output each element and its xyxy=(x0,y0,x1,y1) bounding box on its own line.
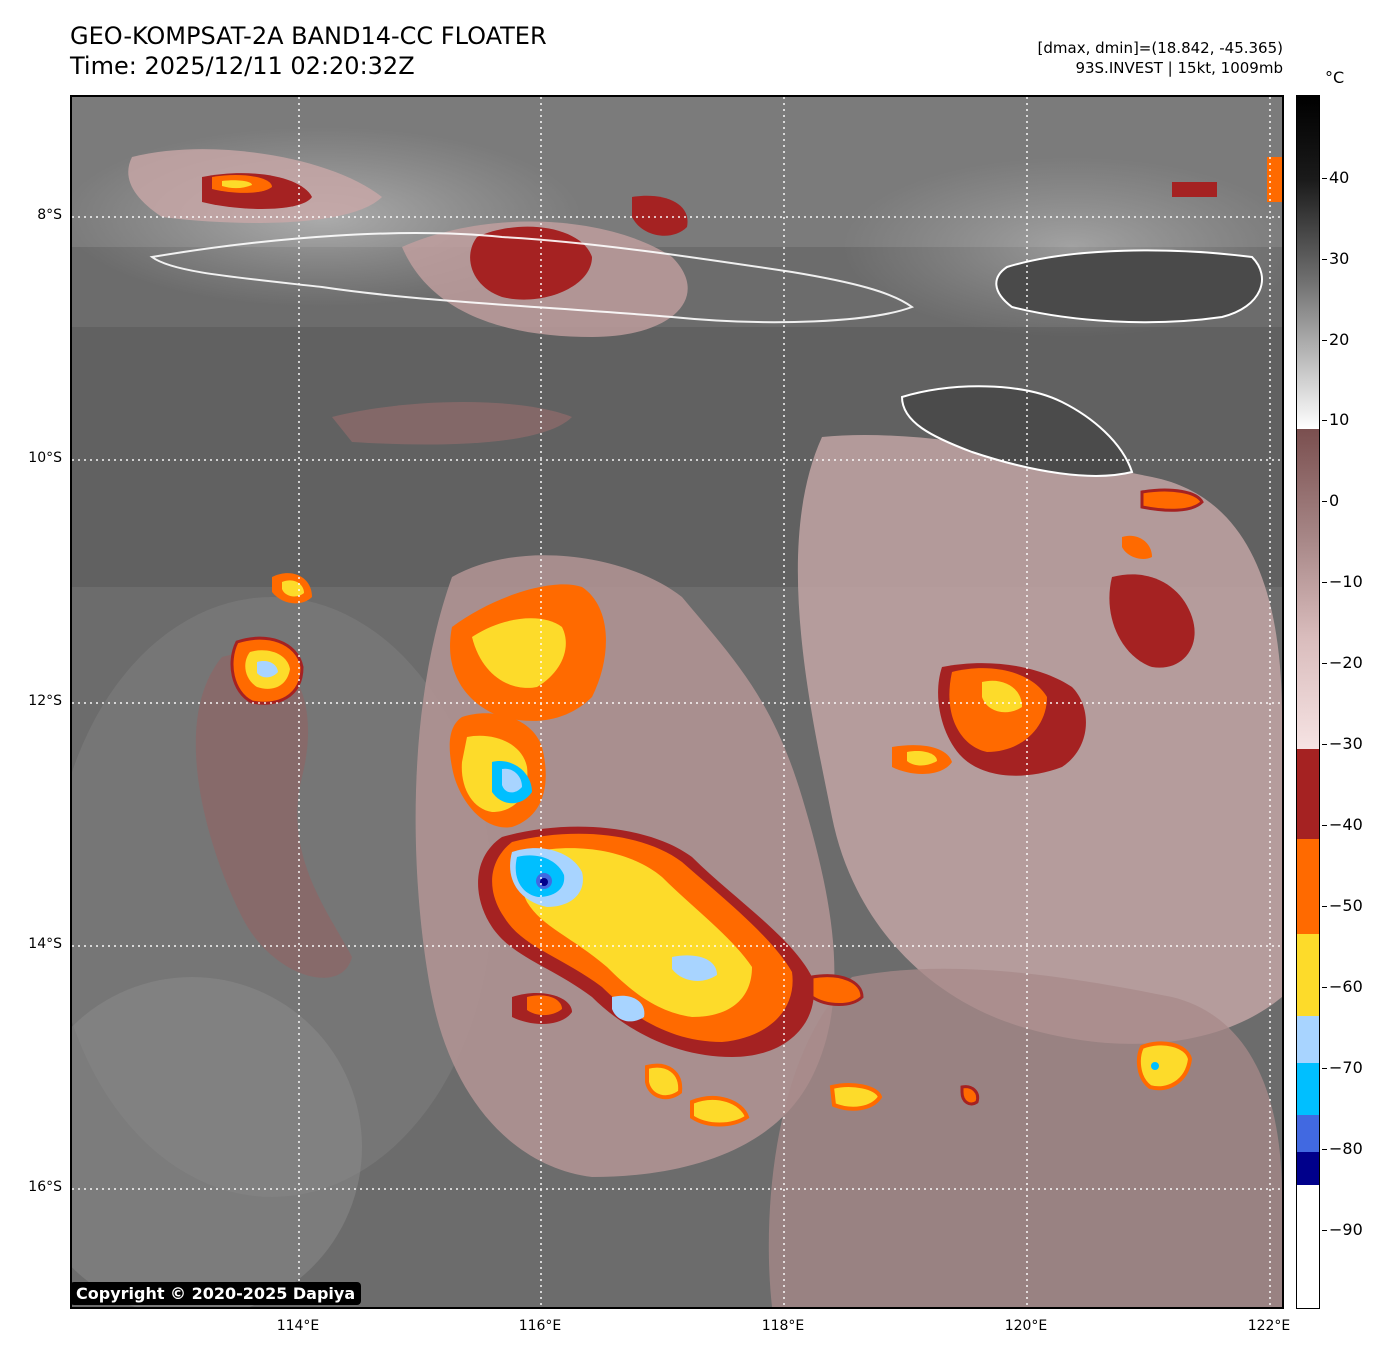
lat-label-8s: 8°S xyxy=(37,207,62,223)
storm-cell-north xyxy=(470,226,592,300)
colorbar-cyan-segment xyxy=(1297,1063,1319,1115)
colorbar-darkred-segment xyxy=(1297,749,1319,839)
copyright-label: Copyright © 2020-2025 Dapiya xyxy=(70,1282,362,1305)
colorbar-yellow-segment xyxy=(1297,934,1319,1016)
colorbar-label-10: 10 xyxy=(1329,410,1350,429)
storm-info: 93S.INVEST | 15kt, 1009mb xyxy=(1075,59,1283,77)
colorbar-unit: °C xyxy=(1325,68,1345,87)
colorbar-label-20: 20 xyxy=(1329,330,1350,349)
lon-label-118e: 118°E xyxy=(761,1318,805,1334)
colorbar-label-0: 0 xyxy=(1329,491,1340,510)
colorbar-navy-segment xyxy=(1297,1152,1319,1185)
lat-label-16s: 16°S xyxy=(28,1179,62,1195)
satellite-map xyxy=(70,95,1284,1309)
colorbar-label-minus80: −80 xyxy=(1329,1139,1363,1158)
colorbar-label-minus30: −30 xyxy=(1329,734,1363,753)
satellite-imagery xyxy=(72,97,1282,1307)
lat-label-10s: 10°S xyxy=(28,450,62,466)
lon-label-122e: 122°E xyxy=(1247,1318,1291,1334)
colorbar-label-minus20: −20 xyxy=(1329,653,1363,672)
colorbar-label-minus70: −70 xyxy=(1329,1058,1363,1077)
colorbar-label-minus60: −60 xyxy=(1329,977,1363,996)
map-timestamp: Time: 2025/12/11 02:20:32Z xyxy=(70,52,415,80)
colorbar-blue-segment xyxy=(1297,1115,1319,1152)
lon-label-120e: 120°E xyxy=(1004,1318,1048,1334)
flores-island xyxy=(995,249,1263,324)
data-range-info: [dmax, dmin]=(18.842, -45.365) xyxy=(1037,39,1283,57)
colorbar xyxy=(1296,95,1320,1309)
lon-label-114e: 114°E xyxy=(276,1318,320,1334)
colorbar-lightblue-segment xyxy=(1297,1016,1319,1063)
colorbar-white-segment xyxy=(1297,1185,1319,1308)
colorbar-label-minus40: −40 xyxy=(1329,815,1363,834)
coastline-java-bali xyxy=(149,232,915,324)
cloud-deck-southeast xyxy=(768,968,1282,1307)
colorbar-label-40: 40 xyxy=(1329,168,1350,187)
colorbar-label-minus90: −90 xyxy=(1329,1220,1363,1239)
lat-label-14s: 14°S xyxy=(28,936,62,952)
colorbar-label-minus50: −50 xyxy=(1329,896,1363,915)
sumba-island xyxy=(900,385,1134,477)
colorbar-orange-segment xyxy=(1297,839,1319,934)
cloud-west xyxy=(195,653,352,978)
map-title: GEO-KOMPSAT-2A BAND14-CC FLOATER xyxy=(70,22,547,50)
colorbar-label-minus10: −10 xyxy=(1329,572,1363,591)
colorbar-label-30: 30 xyxy=(1329,249,1350,268)
graticule xyxy=(72,97,1282,1307)
colorbar-pink-segment xyxy=(1297,429,1319,749)
colorbar-gray-segment xyxy=(1297,96,1319,429)
lat-label-12s: 12°S xyxy=(28,693,62,709)
lon-label-116e: 116°E xyxy=(518,1318,562,1334)
